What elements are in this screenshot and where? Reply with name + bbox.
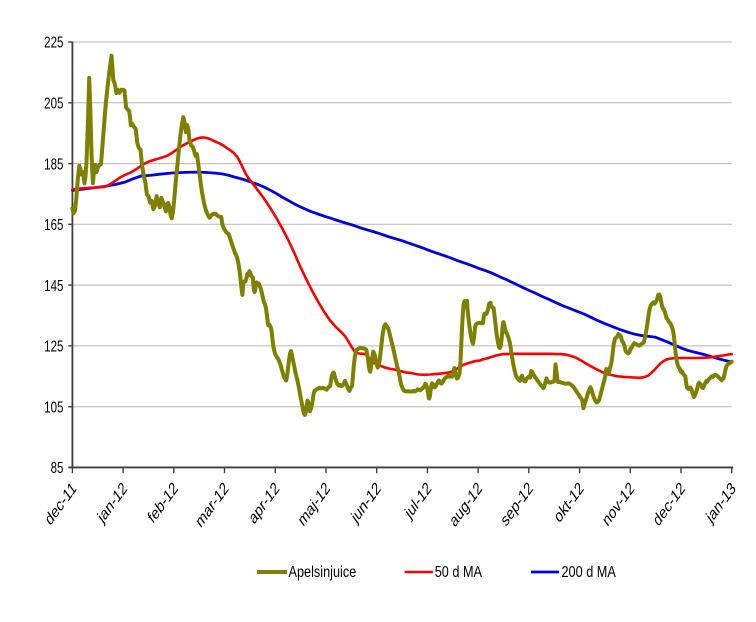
svg-text:85: 85 <box>51 458 64 476</box>
svg-text:185: 185 <box>44 154 63 172</box>
svg-text:Apelsinjuice: Apelsinjuice <box>289 563 357 580</box>
svg-text:125: 125 <box>44 337 63 355</box>
svg-text:145: 145 <box>44 276 63 294</box>
svg-text:50 d MA: 50 d MA <box>435 563 483 580</box>
svg-text:105: 105 <box>44 397 63 415</box>
svg-text:165: 165 <box>44 215 63 233</box>
svg-text:225: 225 <box>44 33 63 51</box>
svg-text:200 d MA: 200 d MA <box>562 563 617 580</box>
svg-text:205: 205 <box>44 94 63 112</box>
